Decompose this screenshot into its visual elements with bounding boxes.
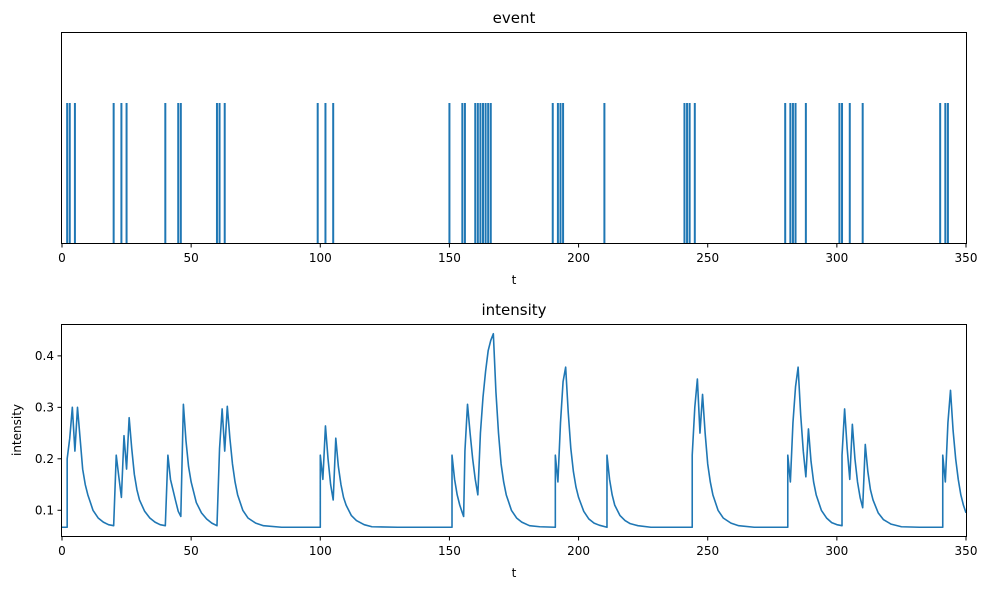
- intensity-x-tick-label-6: 300: [825, 544, 848, 558]
- intensity-y-ticks: 0.1 0.2 0.3 0.4: [35, 349, 62, 517]
- intensity-chart-title: intensity: [481, 301, 546, 319]
- event-x-tick-label-7: 350: [955, 251, 978, 265]
- intensity-y-axis-label: intensity: [10, 404, 24, 456]
- event-x-tick-label-4: 200: [567, 251, 590, 265]
- intensity-x-axis-label: t: [512, 566, 517, 580]
- intensity-y-tick-label-2: 0.3: [35, 400, 54, 414]
- intensity-y-tick-label-1: 0.2: [35, 452, 54, 466]
- event-chart-title: event: [493, 9, 536, 27]
- event-x-ticks: 0 50 100 150 200 250 300 350: [58, 243, 978, 265]
- event-x-tick-label-0: 0: [58, 251, 66, 265]
- intensity-panel: intensity 0 50 100 150 200 250 300 350 0.10.20.…: [10, 301, 977, 580]
- event-x-axis-label: t: [512, 273, 517, 287]
- event-x-tick-label-3: 150: [438, 251, 461, 265]
- event-x-tick-label-6: 300: [825, 251, 848, 265]
- intensity-axes-frame: [61, 324, 967, 537]
- intensity-y-tick-label-0: 0.1: [35, 503, 54, 517]
- event-panel: event 0 50 100 150 200 250 300 350 t: [58, 9, 977, 287]
- intensity-x-tick-label-4: 200: [567, 544, 590, 558]
- intensity-x-ticks: 0 50 100 150 200 250 300 350: [58, 536, 978, 558]
- intensity-x-tick-label-5: 250: [696, 544, 719, 558]
- event-axes-frame: [61, 32, 967, 244]
- event-x-tick-label-5: 250: [696, 251, 719, 265]
- intensity-x-tick-label-3: 150: [438, 544, 461, 558]
- intensity-x-tick-label-1: 50: [184, 544, 199, 558]
- intensity-x-tick-label-2: 100: [309, 544, 332, 558]
- event-lines: [66, 103, 949, 243]
- intensity-y-tick-label-3: 0.4: [35, 349, 54, 363]
- intensity-x-tick-label-0: 0: [58, 544, 66, 558]
- intensity-series-line: [62, 332, 967, 529]
- event-x-tick-label-1: 50: [184, 251, 199, 265]
- event-x-tick-label-2: 100: [309, 251, 332, 265]
- intensity-x-tick-label-7: 350: [955, 544, 978, 558]
